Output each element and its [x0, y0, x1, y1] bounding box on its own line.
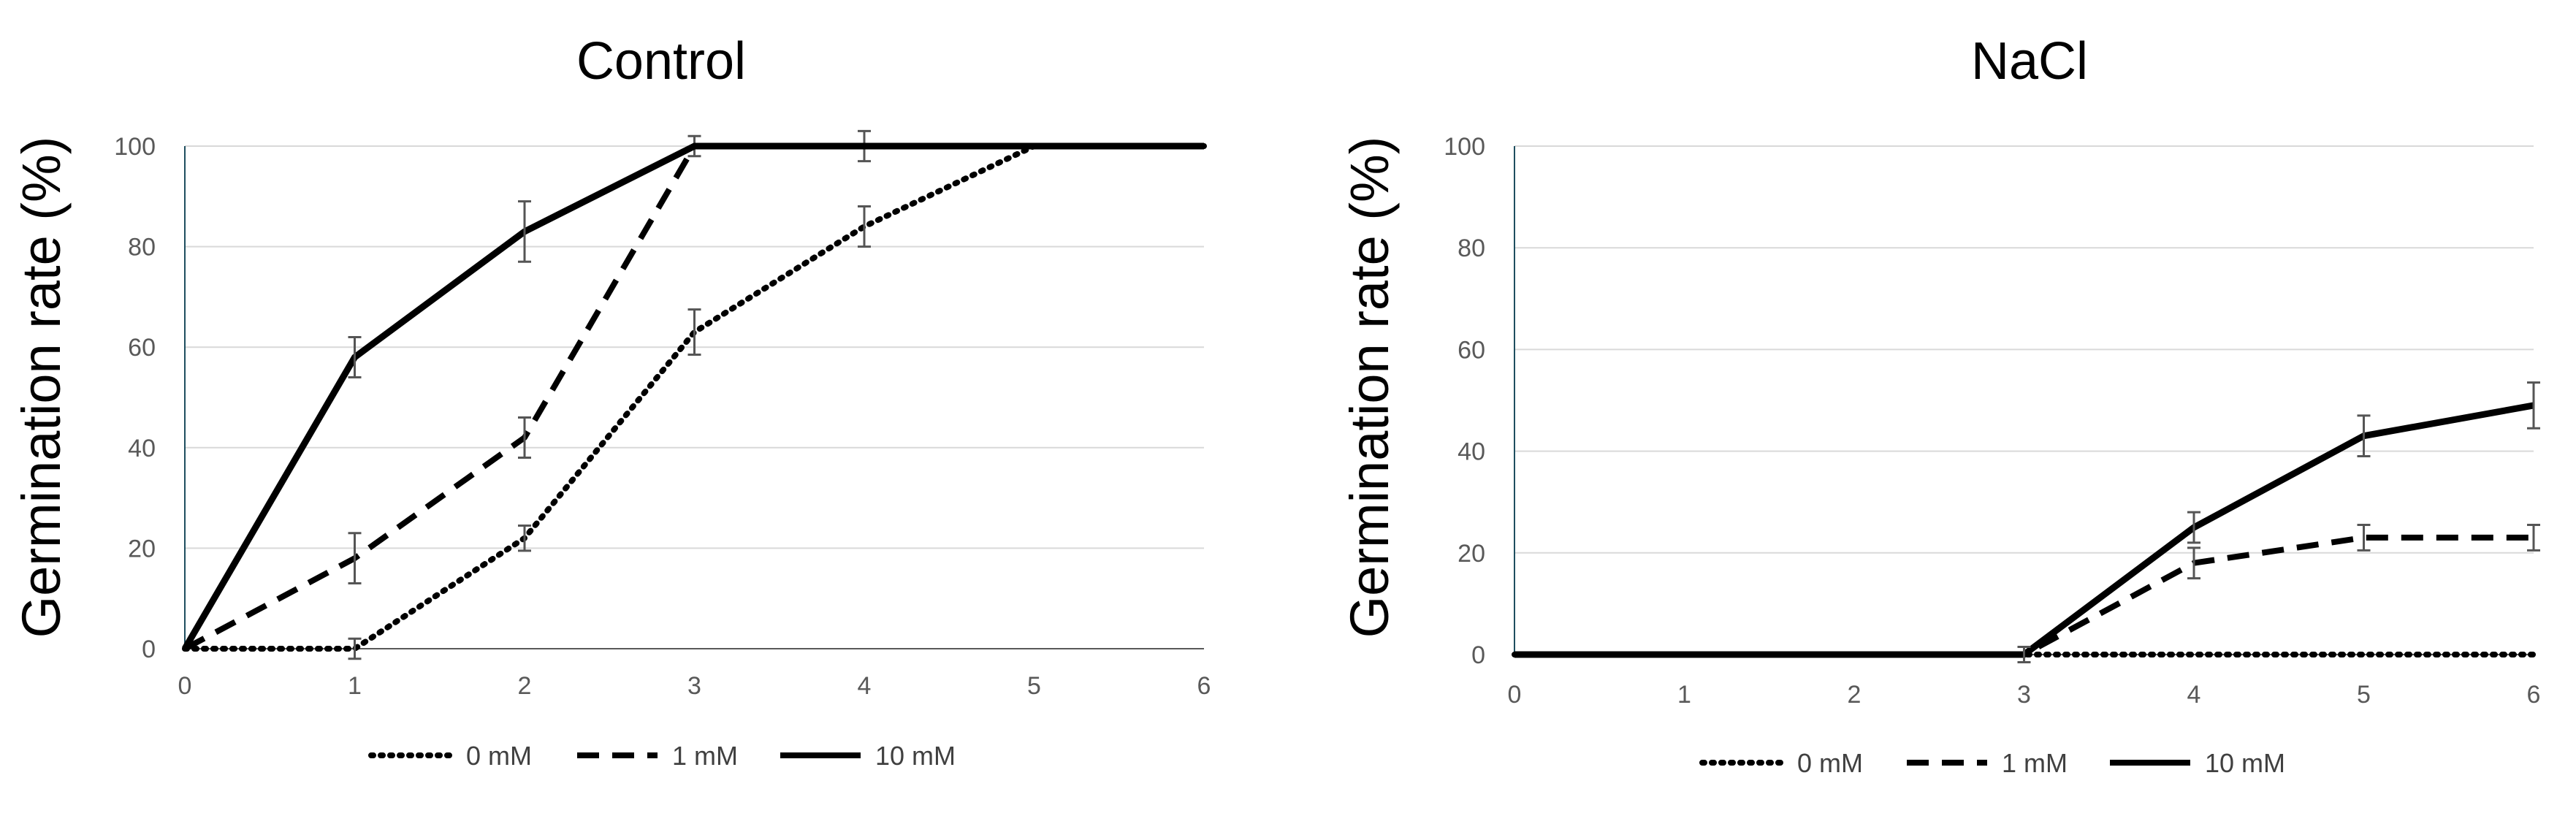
legend-item: 1 mM [577, 741, 738, 771]
legend-item: 1 mM [1907, 748, 2068, 778]
legend-item: 0 mM [1699, 748, 1863, 778]
error-bar [518, 200, 531, 263]
legend-item: 10 mM [780, 741, 956, 771]
chart-title: NaCl [1971, 32, 2088, 91]
x-tick-label: 2 [518, 672, 532, 700]
y-tick-label: 100 [114, 133, 156, 161]
chart-title: Control [576, 32, 746, 91]
series-line-0-mM [182, 143, 1207, 652]
error-bar [2527, 524, 2540, 552]
error-bar [2017, 646, 2031, 663]
x-tick-label: 1 [348, 672, 362, 700]
x-tick-label: 4 [858, 672, 872, 700]
y-tick-label: 0 [1471, 641, 1485, 669]
y-tick-label: 40 [1457, 438, 1485, 466]
error-bar [687, 308, 701, 356]
error-bar [2357, 524, 2371, 552]
series-line-10-mM [182, 142, 1204, 651]
x-tick-label: 0 [1508, 681, 1522, 709]
y-axis-title: Germination rate (%) [11, 137, 72, 638]
x-tick-label: 5 [2357, 681, 2371, 709]
legend-item: 0 mM [368, 741, 532, 771]
error-bar [348, 335, 362, 378]
error-bar [858, 205, 871, 248]
x-tick-label: 2 [1848, 681, 1861, 709]
y-tick-label: 60 [128, 334, 156, 362]
error-bar [348, 532, 362, 585]
x-tick-label: 3 [687, 672, 701, 700]
y-axis-title: Germination rate (%) [1339, 137, 1400, 638]
y-tick-label: 100 [1444, 133, 1485, 161]
y-tick-label: 20 [128, 535, 156, 563]
legend-label: 0 mM [466, 741, 532, 771]
legend-label: 10 mM [2205, 748, 2285, 778]
legend-label: 1 mM [672, 741, 738, 771]
y-tick-label: 80 [1457, 234, 1485, 262]
error-bar [518, 416, 531, 460]
legend-label: 10 mM [875, 741, 956, 771]
y-tick-label: 60 [1457, 336, 1485, 364]
error-bar [518, 524, 531, 552]
x-tick-label: 5 [1027, 672, 1041, 700]
x-tick-label: 4 [2187, 681, 2201, 709]
error-bar [2187, 511, 2200, 544]
legend-label: 1 mM [2002, 748, 2068, 778]
y-tick-label: 0 [142, 636, 156, 663]
legend-label: 0 mM [1797, 748, 1863, 778]
series-line-1-mM [183, 143, 1204, 652]
x-tick-label: 1 [1677, 681, 1691, 709]
x-tick-label: 3 [2017, 681, 2031, 709]
x-tick-label: 6 [2527, 681, 2541, 709]
y-tick-label: 20 [1457, 540, 1485, 568]
y-tick-label: 40 [128, 435, 156, 462]
error-bar [2357, 414, 2371, 458]
y-tick-label: 80 [128, 234, 156, 262]
error-bar [2187, 546, 2200, 580]
error-bar [2527, 381, 2540, 430]
error-bar [348, 637, 362, 660]
legend-item: 10 mM [2110, 748, 2285, 778]
series-line-10-mM [1514, 402, 2534, 658]
x-tick-label: 6 [1197, 672, 1211, 700]
x-tick-label: 0 [178, 672, 192, 700]
series-line-1-mM [1514, 534, 2534, 657]
chart-2: NaCl Germination rate (%) 0 20 40 60 80 100 0 1 2 3… [1339, 32, 2540, 778]
